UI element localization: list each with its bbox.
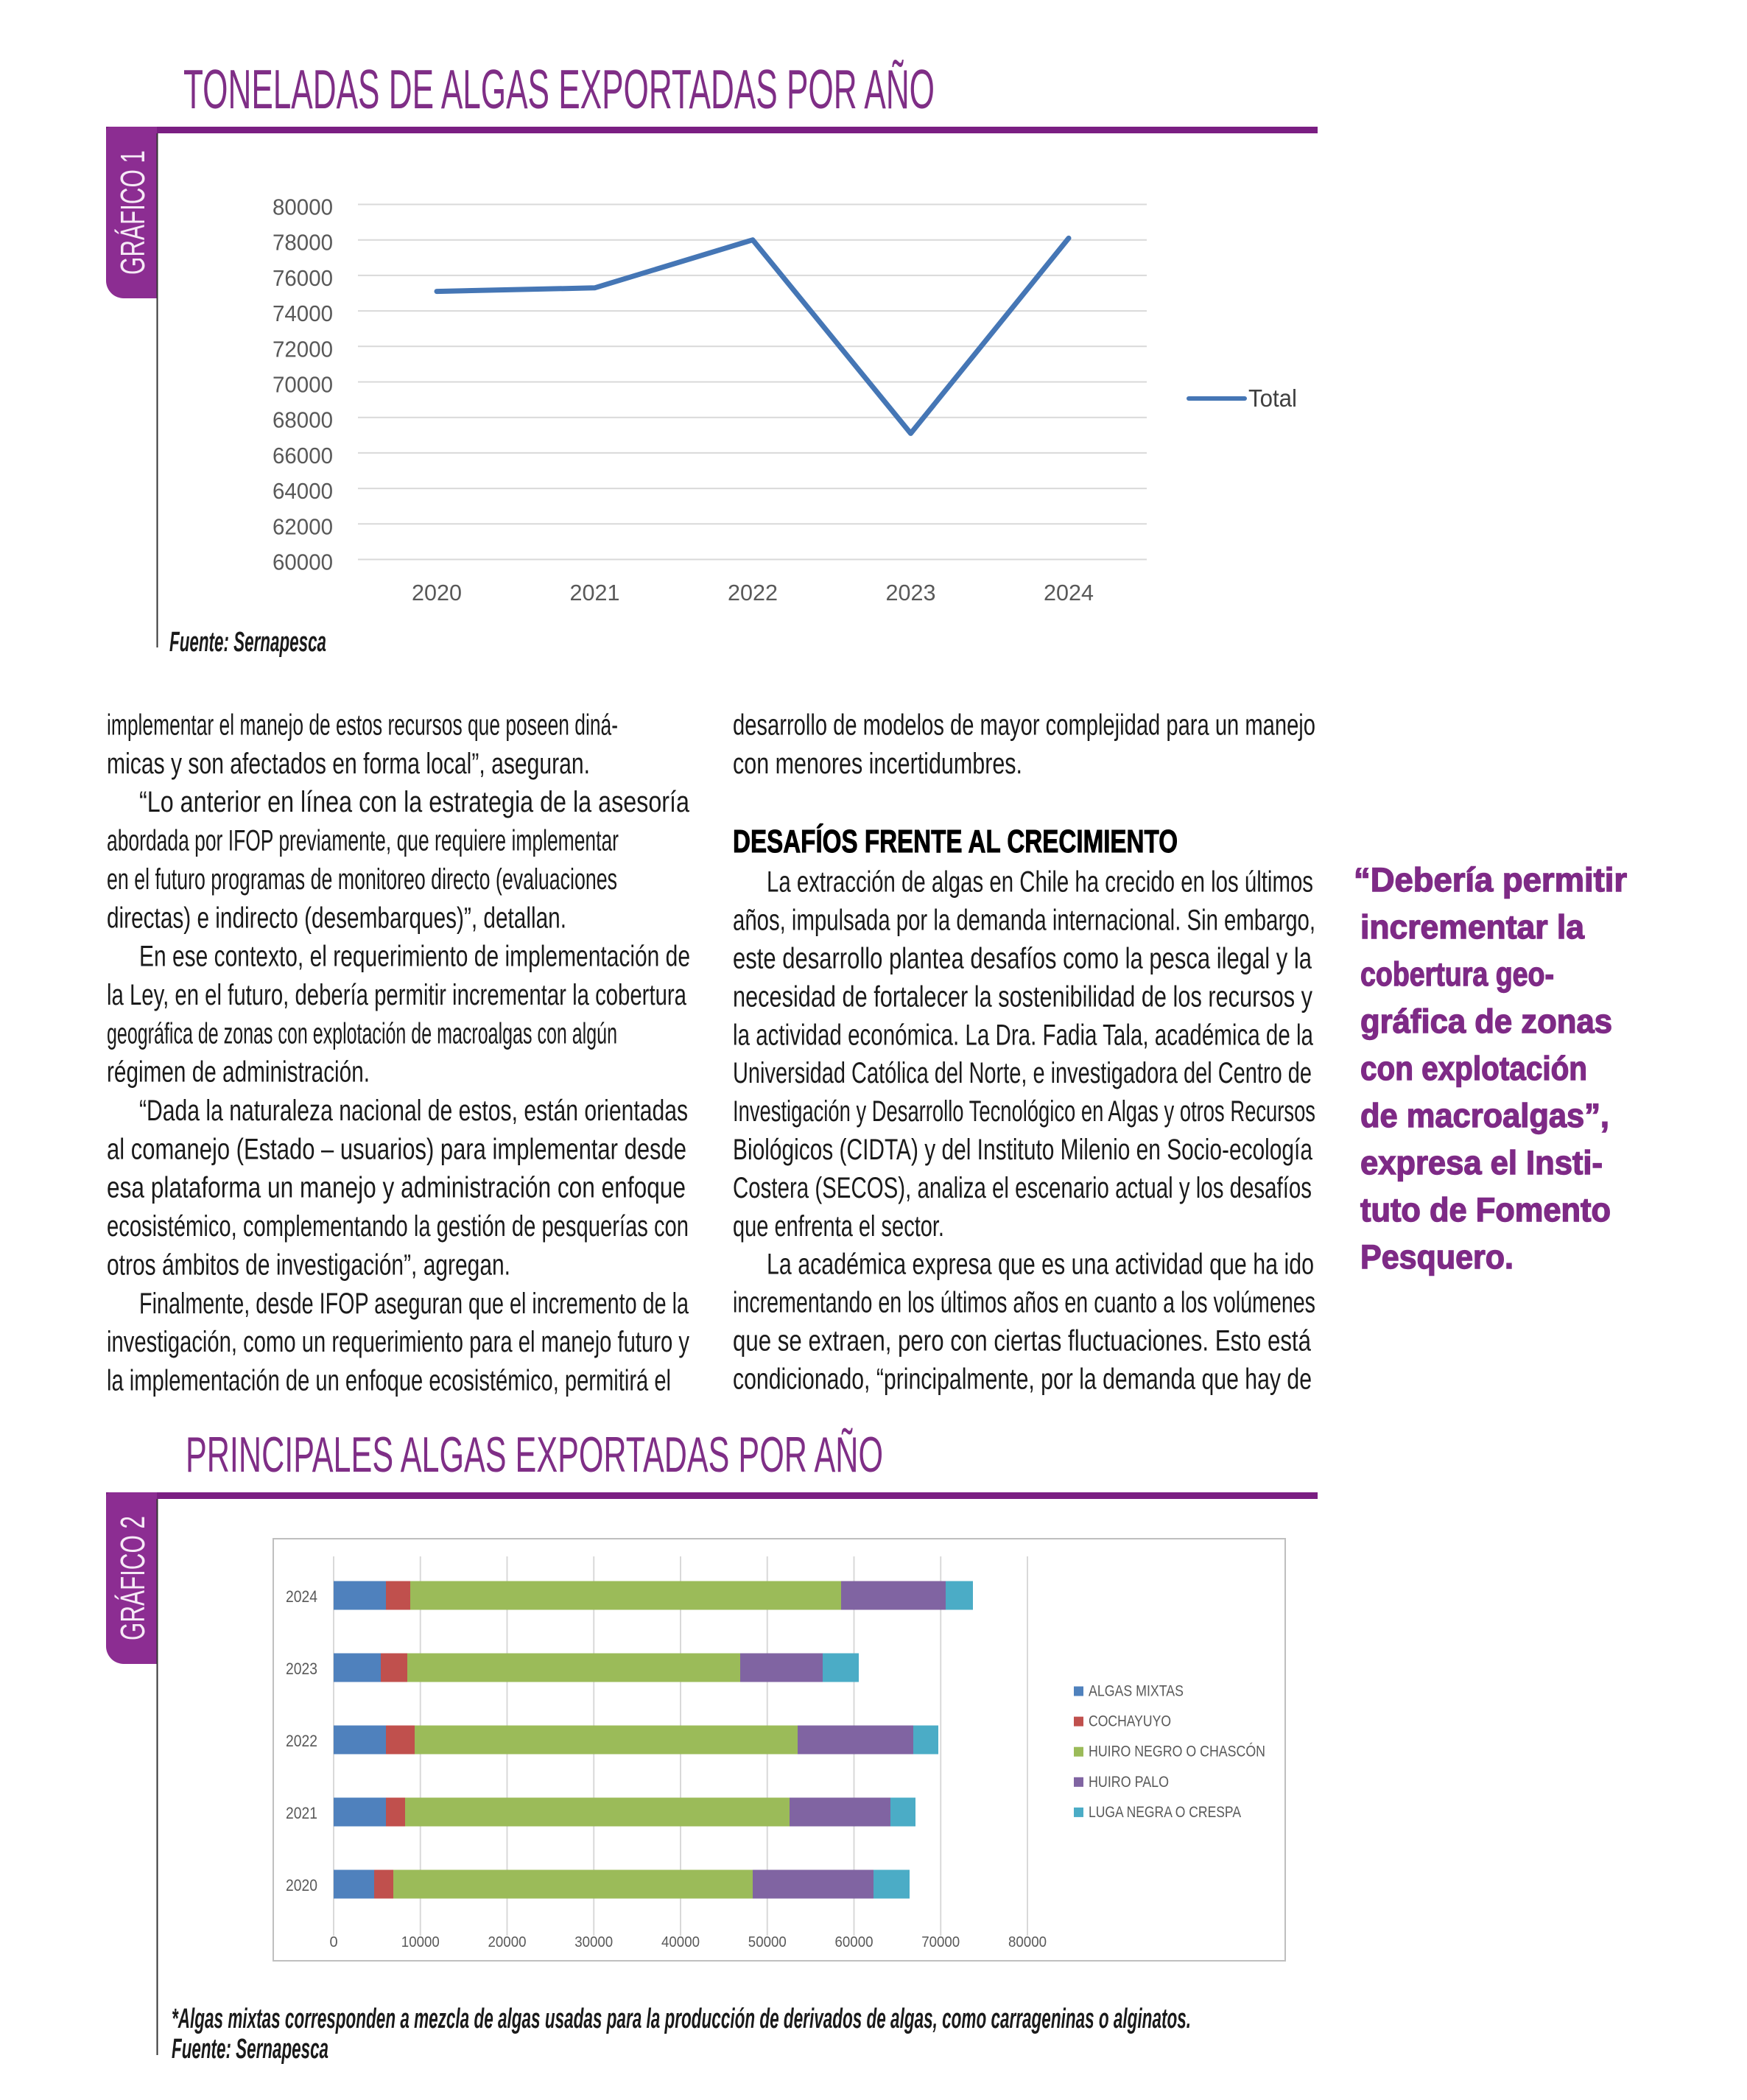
svg-text:PRINCIPALES ALGAS EXPORTADAS P: PRINCIPALES ALGAS EXPORTADAS POR AÑO <box>186 1427 883 1483</box>
svg-text:74000: 74000 <box>273 301 333 326</box>
svg-text:de macroalgas”,: de macroalgas”, <box>1360 1097 1609 1134</box>
svg-text:66000: 66000 <box>273 443 333 468</box>
svg-text:DESAFÍOS FRENTE AL CRECIMIENTO: DESAFÍOS FRENTE AL CRECIMIENTO <box>733 823 1178 860</box>
svg-text:años, impulsada por la demanda: años, impulsada por la demanda internaci… <box>733 905 1315 937</box>
svg-text:80000: 80000 <box>1008 1934 1047 1950</box>
svg-text:tuto de Fomento: tuto de Fomento <box>1360 1191 1611 1229</box>
svg-text:La académica expresa que es un: La académica expresa que es una activida… <box>767 1249 1314 1281</box>
svg-text:incrementando en los últimos a: incrementando en los últimos años en cua… <box>733 1287 1315 1319</box>
svg-text:HUIRO NEGRO O CHASCÓN: HUIRO NEGRO O CHASCÓN <box>1089 1743 1265 1760</box>
svg-text:que enfrenta el sector.: que enfrenta el sector. <box>733 1210 944 1243</box>
svg-text:2021: 2021 <box>570 580 620 605</box>
svg-text:62000: 62000 <box>273 513 333 539</box>
svg-text:20000: 20000 <box>488 1934 527 1950</box>
svg-text:otros ámbitos de investigación: otros ámbitos de investigación”, agregan… <box>107 1249 510 1281</box>
svg-text:60000: 60000 <box>835 1934 874 1950</box>
svg-text:2024: 2024 <box>286 1587 317 1606</box>
svg-text:con menores incertidumbres.: con menores incertidumbres. <box>733 748 1022 780</box>
svg-text:76000: 76000 <box>273 265 333 291</box>
svg-text:70000: 70000 <box>273 372 333 398</box>
svg-text:la Ley, en el futuro, debería: la Ley, en el futuro, debería permitir i… <box>107 979 687 1011</box>
svg-text:2023: 2023 <box>286 1660 317 1678</box>
svg-text:64000: 64000 <box>273 478 333 504</box>
svg-text:30000: 30000 <box>574 1934 613 1950</box>
svg-text:Universidad Católica del Norte: Universidad Católica del Norte, e invest… <box>733 1057 1312 1089</box>
svg-text:“Dada la naturaleza nacional d: “Dada la naturaleza nacional de estos, e… <box>139 1095 688 1127</box>
svg-text:GRÁFICO 1: GRÁFICO 1 <box>113 150 152 275</box>
svg-text:con explotación: con explotación <box>1360 1050 1587 1087</box>
svg-text:en el futuro programas de moni: en el futuro programas de monitoreo dire… <box>107 863 617 896</box>
svg-text:2022: 2022 <box>286 1732 317 1750</box>
svg-text:condicionado, “principalmente,: condicionado, “principalmente, por la de… <box>733 1363 1312 1395</box>
svg-text:implementar el manejo de estos: implementar el manejo de estos recursos … <box>107 709 618 742</box>
svg-text:GRÁFICO 2: GRÁFICO 2 <box>113 1516 152 1640</box>
svg-text:abordada por IFOP previamente,: abordada por IFOP previamente, que requi… <box>107 825 619 857</box>
svg-text:2021: 2021 <box>286 1804 317 1822</box>
svg-text:*Algas mixtas corresponden a m: *Algas mixtas corresponden a mezcla de a… <box>172 2004 1191 2034</box>
svg-text:Fuente: Sernapesca: Fuente: Sernapesca <box>172 2034 328 2065</box>
svg-text:expresa el Insti-: expresa el Insti- <box>1360 1144 1603 1181</box>
svg-text:ALGAS MIXTAS: ALGAS MIXTAS <box>1089 1683 1184 1700</box>
svg-text:Investigación y Desarrollo Tec: Investigación y Desarrollo Tecnológico e… <box>733 1095 1315 1128</box>
svg-text:Pesquero.: Pesquero. <box>1360 1238 1514 1276</box>
svg-text:TONELADAS DE ALGAS EXPORTADAS: TONELADAS DE ALGAS EXPORTADAS POR AÑO <box>183 58 935 120</box>
svg-text:78000: 78000 <box>273 230 333 256</box>
svg-text:60000: 60000 <box>273 549 333 575</box>
svg-text:“Debería permitir: “Debería permitir <box>1354 861 1627 899</box>
svg-text:geográfica de zonas con explot: geográfica de zonas con explotación de m… <box>107 1017 617 1050</box>
svg-text:desarrollo de modelos de mayor: desarrollo de modelos de mayor complejid… <box>733 709 1315 742</box>
svg-text:68000: 68000 <box>273 407 333 433</box>
svg-text:Fuente: Sernapesca: Fuente: Sernapesca <box>169 627 326 658</box>
svg-text:investigación, como un requeri: investigación, como un requerimiento par… <box>107 1326 689 1358</box>
svg-text:50000: 50000 <box>748 1934 787 1950</box>
svg-text:necesidad de fortalecer la sos: necesidad de fortalecer la sostenibilida… <box>733 980 1312 1013</box>
svg-text:directas) e indirecto (desemba: directas) e indirecto (desembarques)”, d… <box>107 902 566 934</box>
svg-text:2024: 2024 <box>1044 580 1094 605</box>
svg-text:80000: 80000 <box>273 194 333 220</box>
svg-text:Finalmente, desde IFOP asegura: Finalmente, desde IFOP aseguran que el i… <box>139 1288 689 1320</box>
svg-text:10000: 10000 <box>401 1934 440 1950</box>
svg-text:este desarrollo plantea desafí: este desarrollo plantea desafíos como la… <box>733 943 1312 975</box>
svg-text:HUIRO PALO: HUIRO PALO <box>1089 1774 1169 1791</box>
svg-text:LUGA NEGRA O CRESPA: LUGA NEGRA O CRESPA <box>1089 1804 1241 1821</box>
svg-text:que se extraen, pero con ciert: que se extraen, pero con ciertas fluctua… <box>733 1325 1312 1358</box>
svg-text:al comanejo (Estado – usuarios: al comanejo (Estado – usuarios) para imp… <box>107 1133 686 1165</box>
svg-text:régimen de administración.: régimen de administración. <box>107 1056 370 1089</box>
svg-text:Total: Total <box>1248 384 1297 412</box>
svg-text:esa plataforma un manejo y adm: esa plataforma un manejo y administració… <box>107 1172 686 1204</box>
svg-text:En ese contexto, el requerimie: En ese contexto, el requerimiento de imp… <box>139 941 690 973</box>
svg-text:70000: 70000 <box>921 1934 960 1950</box>
svg-text:“Lo anterior en línea con la e: “Lo anterior en línea con la estrategia … <box>139 786 690 818</box>
svg-text:micas y son afectados en forma: micas y son afectados en forma local”, a… <box>107 748 590 780</box>
svg-text:40000: 40000 <box>661 1934 700 1950</box>
svg-text:la actividad económica. La Dra: la actividad económica. La Dra. Fadia Ta… <box>733 1019 1314 1051</box>
svg-text:2020: 2020 <box>412 580 462 605</box>
svg-text:Biológicos (CIDTA) y del Insti: Biológicos (CIDTA) y del Instituto Milen… <box>733 1134 1313 1166</box>
svg-text:COCHAYUYO: COCHAYUYO <box>1089 1713 1171 1730</box>
svg-text:2022: 2022 <box>728 580 778 605</box>
svg-text:La extracción de algas en Chil: La extracción de algas en Chile ha creci… <box>767 866 1313 899</box>
svg-text:0: 0 <box>329 1934 337 1950</box>
svg-text:la implementación de un enfoqu: la implementación de un enfoque ecosisté… <box>107 1364 671 1397</box>
svg-text:cobertura geo-: cobertura geo- <box>1360 955 1554 993</box>
svg-text:2020: 2020 <box>286 1876 317 1894</box>
svg-text:ecosistémico, complementando l: ecosistémico, complementando la gestión … <box>107 1210 689 1243</box>
svg-text:2023: 2023 <box>886 580 936 605</box>
svg-text:incrementar la: incrementar la <box>1360 908 1585 946</box>
svg-text:Costera (SECOS), analiza el es: Costera (SECOS), analiza el escenario ac… <box>733 1172 1312 1204</box>
svg-text:72000: 72000 <box>273 336 333 362</box>
svg-text:gráfica de zonas: gráfica de zonas <box>1360 1002 1612 1040</box>
